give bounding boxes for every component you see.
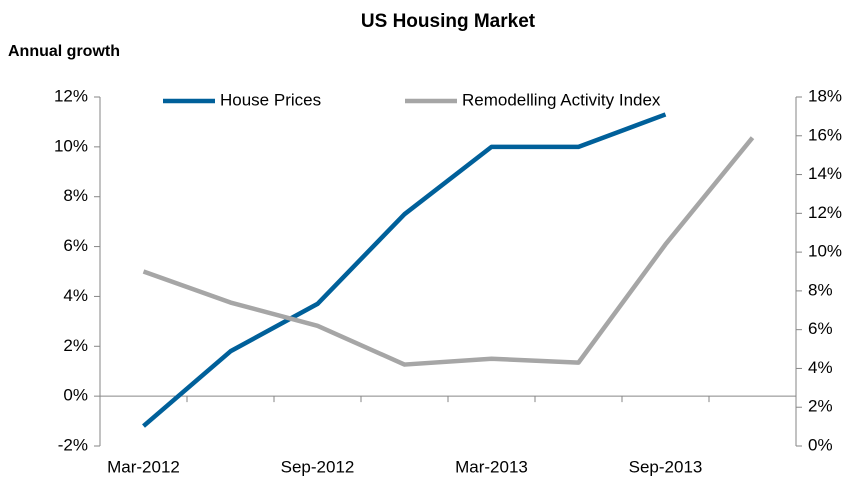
y2-tick-label: 6% (808, 319, 833, 338)
y-tick-label: 0% (63, 386, 88, 405)
y2-tick-label: 12% (808, 203, 842, 222)
y2-tick-label: 2% (808, 397, 833, 416)
y-tick-label: 4% (63, 286, 88, 305)
y-tick-label: 2% (63, 336, 88, 355)
y2-tick-label: 10% (808, 242, 842, 261)
y2-tick-label: 16% (808, 125, 842, 144)
series-line (142, 136, 755, 367)
y2-tick-label: 18% (808, 86, 842, 105)
chart-title: US Housing Market (361, 11, 536, 32)
series-line (142, 112, 667, 428)
y-tick-label: 6% (63, 236, 88, 255)
x-tick-label: Sep-2013 (629, 457, 703, 476)
x-tick-label: Mar-2012 (107, 457, 180, 476)
y2-tick-label: 14% (808, 164, 842, 183)
y2-tick-label: 4% (808, 358, 833, 377)
y2-tick-label: 8% (808, 280, 833, 299)
y-tick-label: 12% (54, 86, 88, 105)
y-axis-label: Annual growth (8, 43, 120, 60)
legend-label: Remodelling Activity Index (462, 90, 661, 109)
y-tick-label: 8% (63, 186, 88, 205)
y-tick-label: -2% (58, 435, 88, 454)
y-tick-label: 10% (54, 136, 88, 155)
x-tick-label: Mar-2013 (455, 457, 528, 476)
y2-tick-label: 0% (808, 435, 833, 454)
legend-label: House Prices (220, 90, 321, 109)
x-tick-label: Sep-2012 (281, 457, 355, 476)
